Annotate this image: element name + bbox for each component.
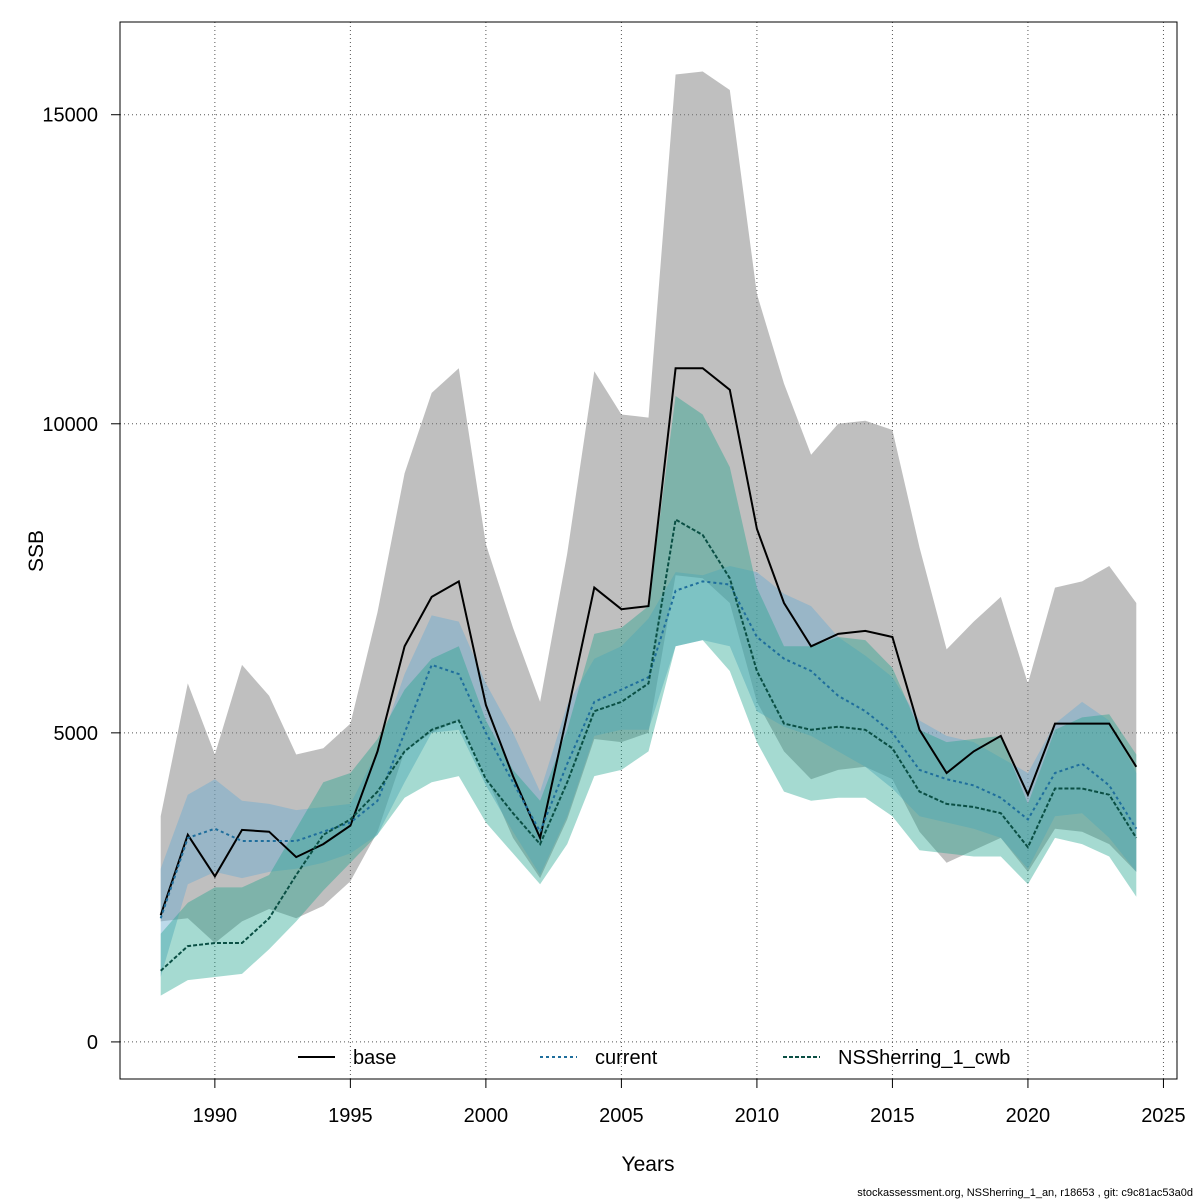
x-tick-label: 2020 (1006, 1105, 1051, 1127)
y-axis: 0 5000 10000 15000 (42, 105, 120, 1054)
x-tick-label: 1990 (193, 1105, 238, 1127)
x-axis: 1990 1995 2000 2005 2010 2015 2020 2025 (193, 1078, 1186, 1127)
y-axis-title: SSB (25, 530, 48, 572)
legend-label: base (353, 1047, 396, 1069)
series-line-base (159, 367, 1138, 916)
footer-text: stockassessment.org, NSSherring_1_an, r1… (857, 1187, 1193, 1199)
confidence-band-NSSherring_1_cwb (160, 396, 1137, 996)
x-tick-label: 2005 (599, 1105, 644, 1127)
legend-label: NSSherring_1_cwb (838, 1047, 1010, 1069)
confidence-band-base (160, 71, 1137, 943)
y-tick-label: 10000 (42, 414, 98, 436)
series-line-current (159, 580, 1138, 919)
x-axis-title: Years (622, 1153, 675, 1176)
series-lines (159, 367, 1138, 972)
confidence-band-current (160, 566, 1137, 977)
legend: base current NSSherring_1_cwb (298, 1047, 1010, 1069)
x-tick-label: 2025 (1141, 1105, 1186, 1127)
x-tick-label: 2000 (464, 1105, 509, 1127)
x-tick-label: 1995 (328, 1105, 373, 1127)
series-line-NSSherring_1_cwb (160, 518, 1138, 972)
x-tick-label: 2015 (870, 1105, 915, 1127)
y-tick-label: 5000 (54, 723, 99, 745)
confidence-bands (160, 71, 1137, 996)
legend-label: current (595, 1047, 658, 1069)
x-tick-label: 2010 (735, 1105, 780, 1127)
y-tick-label: 0 (87, 1032, 98, 1054)
y-tick-label: 15000 (42, 105, 98, 127)
